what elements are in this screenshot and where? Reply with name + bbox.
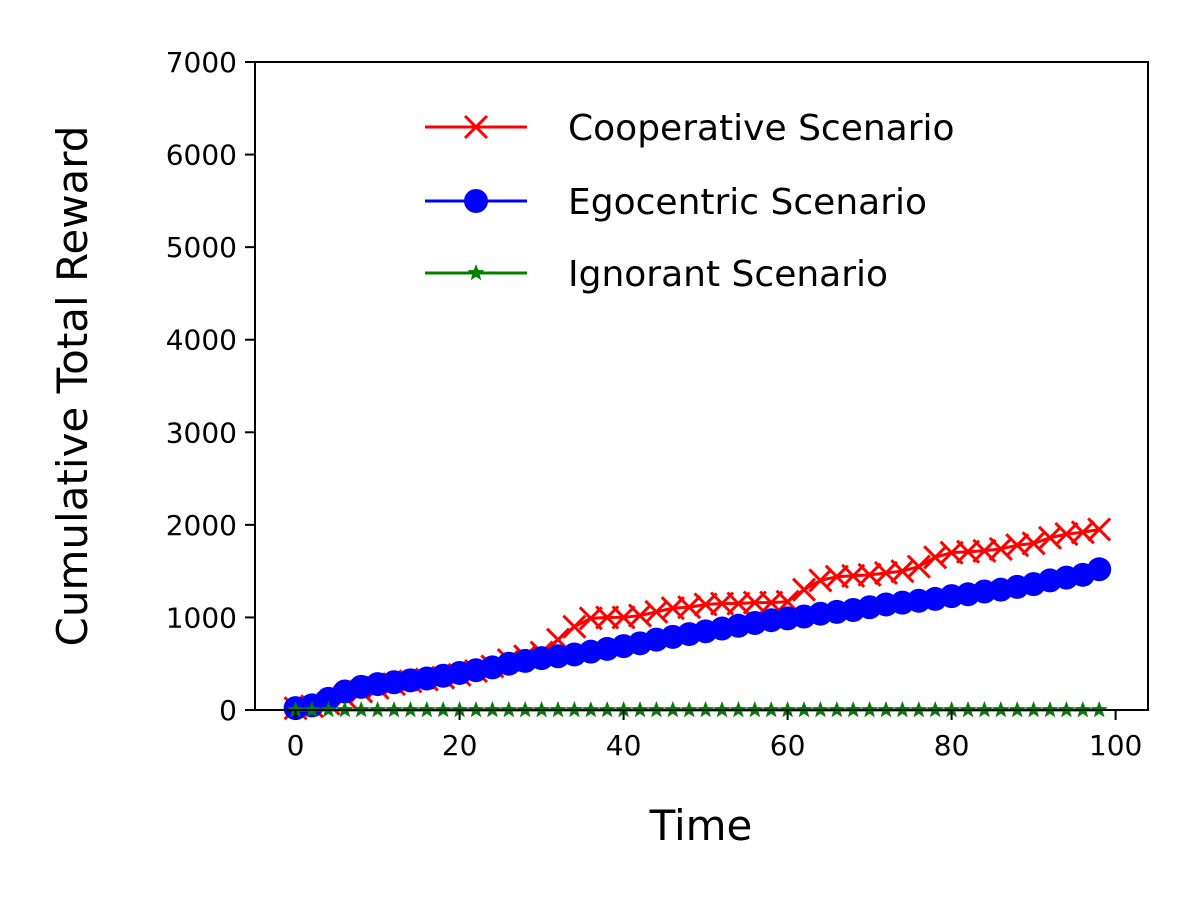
y-tick-label: 3000 (166, 416, 237, 449)
legend-marker (467, 264, 485, 281)
legend-item-egocentric-scenario: Egocentric Scenario (425, 182, 927, 223)
legend-item-ignorant-scenario: Ignorant Scenario (425, 254, 888, 295)
y-tick-label: 5000 (166, 231, 237, 264)
data-point-cooperative-scenario-stroke-b (857, 562, 882, 587)
legend-label: Ignorant Scenario (568, 254, 888, 295)
x-axis: 0 20 40 60 80 100 (287, 710, 1142, 762)
data-point-cooperative-scenario-stroke-b (1037, 525, 1063, 550)
data-point-cooperative-scenario-stroke-b (1005, 533, 1030, 558)
legend: Cooperative Scenario Egocentric Scenario I… (425, 108, 955, 295)
data-point-cooperative-scenario-stroke-b (791, 577, 817, 602)
data-point-cooperative-scenario (562, 614, 587, 639)
y-tick-label: 4000 (166, 324, 237, 357)
x-axis-title: Time (649, 801, 753, 850)
x-tick-label: 40 (606, 729, 642, 762)
data-point-cooperative-scenario-stroke-b (808, 568, 833, 593)
x-tick-label: 0 (287, 729, 305, 762)
y-tick-label: 6000 (166, 139, 237, 172)
plot-frame (254, 61, 1149, 711)
data-point-cooperative-scenario-stroke-b (1054, 522, 1079, 547)
data-point-cooperative-scenario-stroke-b (677, 595, 702, 620)
legend-item-cooperative-scenario: Cooperative Scenario (425, 108, 955, 149)
data-point-cooperative-scenario-stroke-b (1070, 520, 1095, 545)
y-axis-title: Cumulative Total Reward (48, 126, 97, 647)
legend-marker (463, 114, 489, 140)
data-point-cooperative-scenario (644, 599, 669, 624)
legend-label: Egocentric Scenario (568, 182, 927, 223)
y-tick-label: 7000 (166, 46, 237, 79)
data-point-cooperative-scenario-stroke-b (726, 591, 751, 616)
data-point-cooperative-scenario (791, 577, 817, 602)
data-point-cooperative-scenario-stroke-b (693, 592, 718, 617)
data-point-cooperative-scenario-stroke-b (841, 563, 866, 588)
data-point-egocentric-scenario (1087, 557, 1112, 582)
y-tick-label: 1000 (166, 601, 237, 634)
data-point-cooperative-scenario-stroke-b (988, 536, 1013, 561)
data-point-cooperative-scenario-stroke-b (611, 605, 636, 630)
data-point-cooperative-scenario-stroke-b (1021, 531, 1046, 556)
data-point-cooperative-scenario-stroke-b (923, 545, 948, 570)
data-point-cooperative-scenario (1037, 525, 1063, 550)
data-layer (283, 517, 1112, 721)
data-point-cooperative-scenario-stroke-b (824, 564, 849, 589)
data-point-cooperative-scenario-stroke-b (562, 614, 587, 639)
data-point-cooperative-scenario-stroke-b (939, 540, 964, 565)
data-point-cooperative-scenario-stroke-b (578, 606, 603, 631)
data-point-cooperative-scenario-stroke-b (660, 596, 685, 621)
data-point-cooperative-scenario-stroke-b (644, 599, 669, 624)
data-point-cooperative-scenario-stroke-b (890, 559, 915, 584)
data-point-cooperative-scenario-stroke-b (1087, 517, 1112, 542)
data-point-cooperative-scenario (906, 554, 931, 579)
data-point-cooperative-scenario-stroke-b (972, 538, 997, 563)
data-point-cooperative-scenario (1021, 531, 1046, 556)
series-egocentric-scenario (283, 557, 1112, 721)
x-tick-label: 80 (934, 729, 970, 762)
legend-marker (464, 189, 488, 213)
y-tick-label: 0 (219, 694, 237, 727)
y-axis: 0 1000 2000 3000 4000 5000 6000 7000 (166, 46, 255, 727)
x-tick-label: 20 (442, 729, 478, 762)
x-tick-label: 60 (770, 729, 806, 762)
data-point-cooperative-scenario-stroke-b (759, 590, 784, 615)
data-point-cooperative-scenario-stroke-b (627, 603, 653, 628)
x-tick-label: 100 (1089, 729, 1142, 762)
data-point-cooperative-scenario-stroke-b (873, 560, 899, 586)
legend-marker-stroke-b (463, 114, 489, 140)
data-point-cooperative-scenario (1087, 517, 1112, 542)
legend-label: Cooperative Scenario (568, 108, 955, 149)
data-point-cooperative-scenario-stroke-b (906, 554, 931, 579)
data-point-cooperative-scenario-stroke-b (955, 539, 981, 564)
y-tick-label: 2000 (166, 509, 237, 542)
data-point-cooperative-scenario (890, 559, 915, 584)
data-point-cooperative-scenario (923, 545, 948, 570)
